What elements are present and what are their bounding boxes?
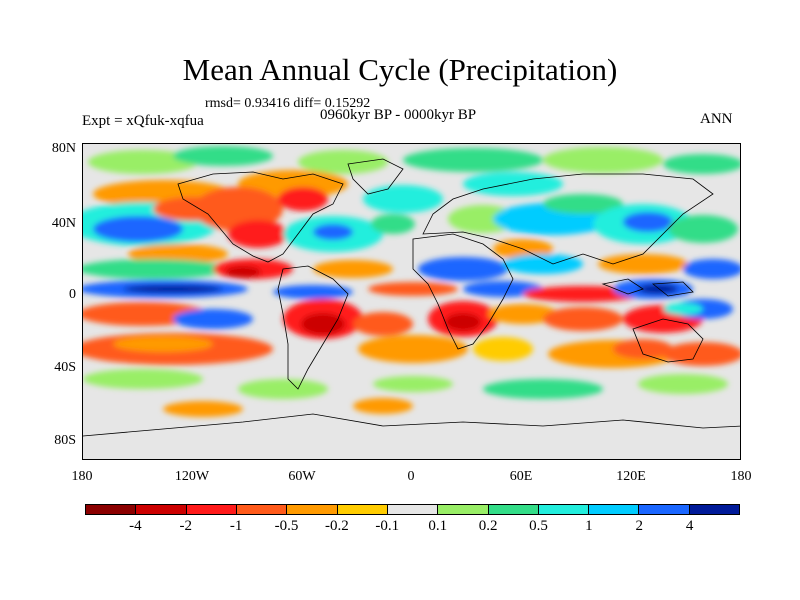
lon-label-180w: 180: [71, 469, 93, 484]
lat-label-80n: 80N: [51, 141, 76, 156]
colorbar-tick-label: -4: [129, 518, 142, 534]
colorbar-box: [639, 505, 690, 514]
map-title: Mean Annual Cycle (Precipitation): [182, 52, 618, 87]
colorbar-tick-label: -0.1: [375, 518, 400, 534]
lon-label-0: 0: [407, 469, 415, 484]
lon-label-60w: 60W: [288, 469, 316, 484]
colorbar-box: [86, 505, 137, 514]
colorbar: [85, 504, 740, 515]
season-label: ANN: [700, 111, 733, 127]
lon-label-180e: 180: [730, 469, 752, 484]
lat-label-eq: 0: [69, 287, 76, 302]
colorbar-box: [287, 505, 338, 514]
colorbar-tick-label: 0.2: [478, 518, 498, 534]
colorbar-tick-label: -0.5: [274, 518, 299, 534]
colorbar-tick-label: 0.1: [428, 518, 448, 534]
colorbar-tick-label: -2: [179, 518, 193, 534]
colorbar-box: [538, 505, 590, 514]
lat-label-80s: 80S: [54, 433, 76, 448]
colorbar-tick-label: 0.5: [529, 518, 548, 534]
colorbar-box: [337, 505, 388, 514]
colorbar-box: [236, 505, 288, 514]
colorbar-box: [186, 505, 237, 514]
lat-label-40n: 40N: [51, 216, 76, 231]
colorbar-box: [589, 505, 640, 514]
colorbar-box: [689, 505, 740, 514]
colorbar-tick-label: 2: [635, 518, 643, 534]
colorbar-box: [136, 505, 187, 514]
anomaly-field: [83, 146, 740, 417]
colorbar-box: [387, 505, 439, 514]
colorbar-tick-label: -0.2: [325, 518, 349, 534]
lat-label-40s: 40S: [54, 360, 76, 375]
period-text: 0960kyr BP - 0000kyr BP: [320, 107, 477, 123]
lon-label-120e: 120E: [616, 469, 646, 484]
lon-label-120w: 120W: [174, 469, 210, 484]
colorbar-tick-label: 1: [585, 518, 593, 534]
stats-text: rmsd= 0.93416 diff= 0.15292: [205, 96, 371, 111]
experiment-label: Expt = xQfuk-xqfua: [82, 113, 204, 129]
lon-label-60e: 60E: [509, 469, 533, 484]
colorbar-tick-label: 4: [685, 518, 694, 534]
colorbar-box: [438, 505, 489, 514]
colorbar-tick-label: -1: [229, 518, 243, 534]
colorbar-box: [488, 505, 539, 514]
precipitation-map: [82, 143, 741, 460]
coastlines: [83, 158, 740, 437]
